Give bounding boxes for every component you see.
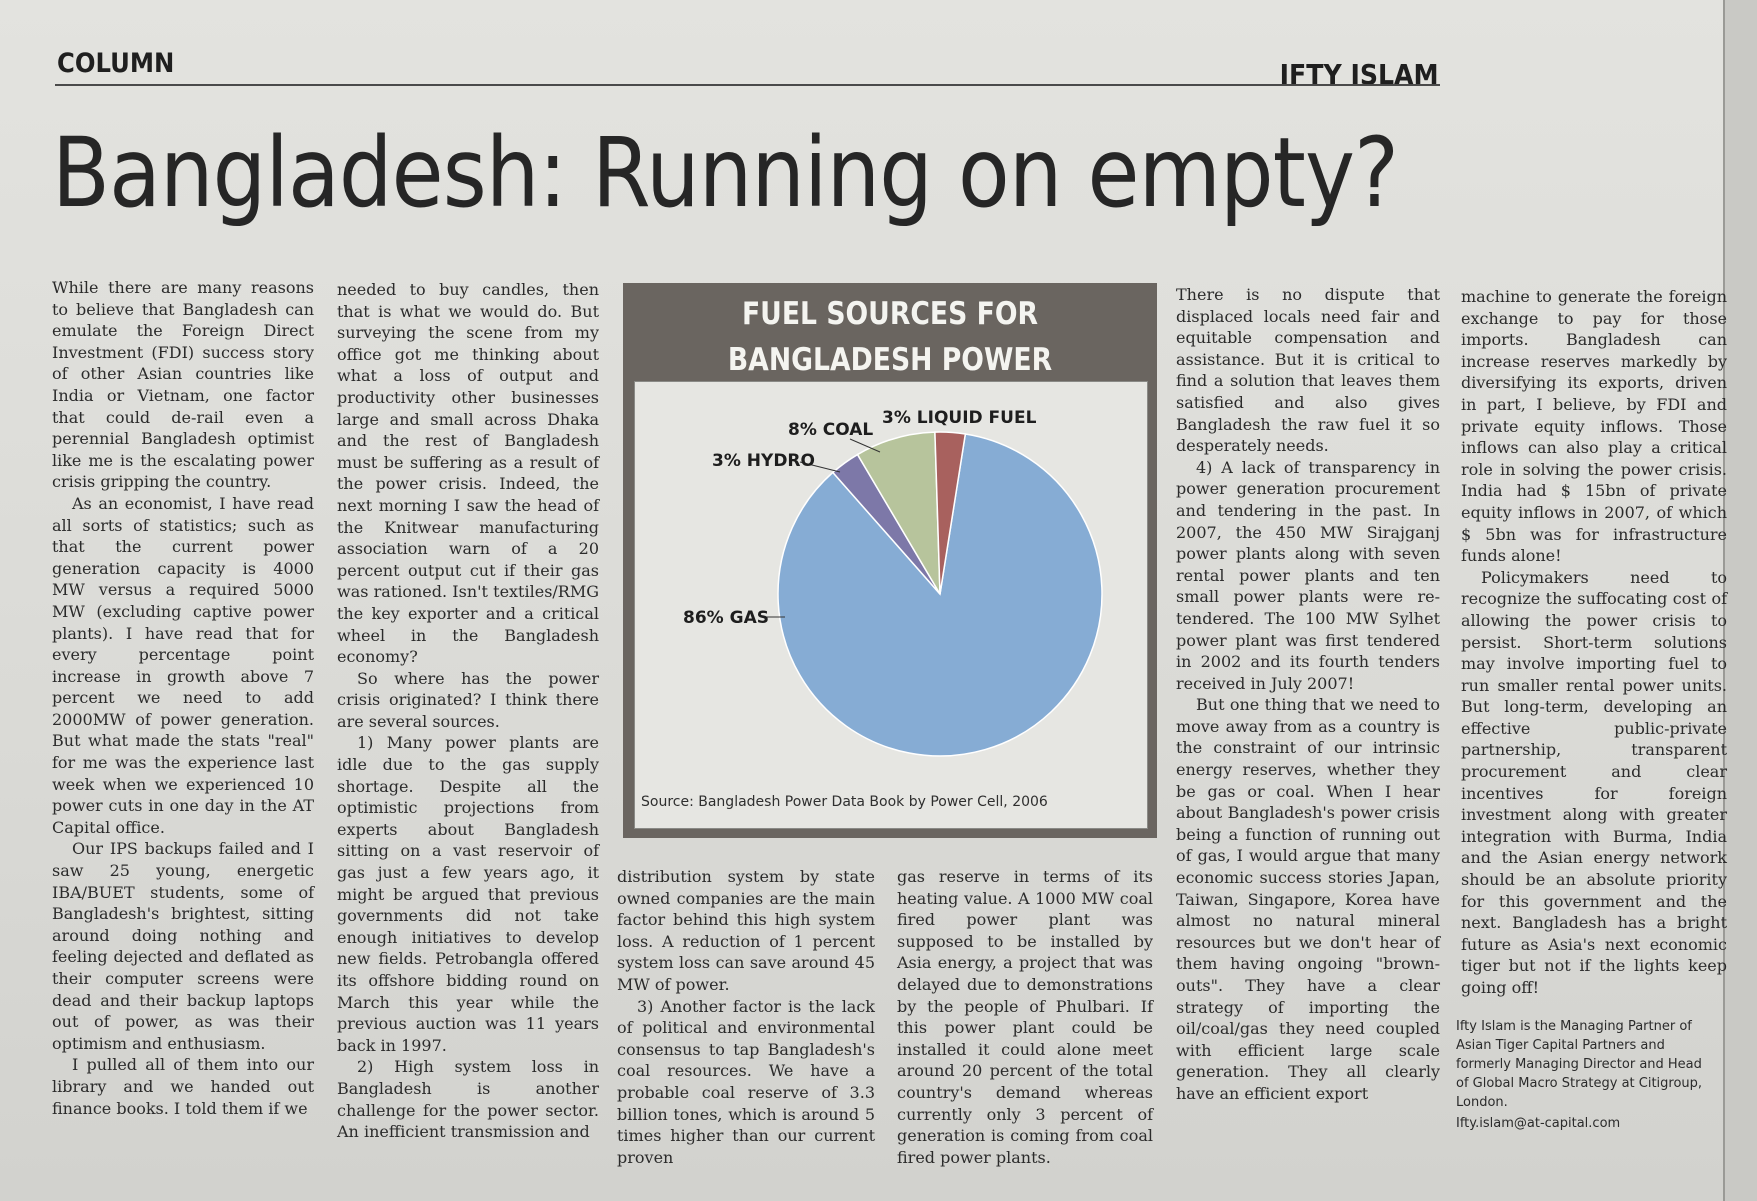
paragraph: 2) High system loss in Bangladesh is ano… — [337, 1057, 599, 1142]
pie-chart-figure: FUEL SOURCES FOR BANGLADESH POWER GENERA… — [623, 283, 1157, 838]
author-bio: Ifty Islam is the Managing Partner of As… — [1456, 1017, 1708, 1133]
slice-label-gas: 86% GAS — [683, 608, 769, 628]
author-bio-text: Ifty Islam is the Managing Partner of As… — [1456, 1019, 1703, 1110]
paragraph: 3) Another factor is the lack of politic… — [617, 996, 875, 1167]
article-column-2: needed to buy candles, then that is what… — [337, 279, 599, 1143]
paragraph: distribution system by state owned compa… — [617, 867, 875, 994]
author-name: IFTY ISLAM — [1280, 58, 1439, 91]
article-column-3: distribution system by state owned compa… — [617, 866, 875, 1168]
author-email: Ifty.islam@at-capital.com — [1456, 1116, 1621, 1131]
chart-source: Source: Bangladesh Power Data Book by Po… — [641, 794, 1048, 810]
slice-label-liquid-fuel: 3% LIQUID FUEL — [882, 408, 1037, 428]
pie-slice-liquid-fuel — [934, 431, 967, 595]
chart-plot-area: 86% GAS 3% HYDRO 8% COAL 3% LIQUID FUEL Sou… — [634, 381, 1148, 829]
section-label: COLUMN — [57, 48, 175, 79]
paragraph: 1) Many power plants are idle due to the… — [337, 733, 599, 1055]
paragraph: 4) A lack of transparency in power gener… — [1176, 457, 1440, 693]
adjacent-page-edge — [1723, 0, 1757, 1201]
paragraph: As an economist, I have read all sorts o… — [52, 493, 314, 837]
article-column-4: gas reserve in terms of its heating valu… — [897, 866, 1153, 1168]
header-rule — [55, 84, 1440, 86]
paragraph: Policymakers need to recognize the suffo… — [1461, 567, 1727, 997]
paragraph: So where has the power crisis originated… — [337, 668, 599, 731]
paragraph: gas reserve in terms of its heating valu… — [897, 867, 1153, 1167]
leader-line — [799, 461, 841, 473]
paragraph: needed to buy candles, then that is what… — [337, 280, 599, 667]
leader-line — [849, 438, 881, 453]
pie-slice-gas — [777, 433, 1103, 757]
paragraph: I pulled all of them into our library an… — [52, 1055, 314, 1118]
paragraph: But one thing that we need to move away … — [1176, 695, 1440, 1103]
paragraph: machine to generate the foreign exchange… — [1461, 287, 1727, 566]
slice-label-hydro: 3% HYDRO — [712, 451, 815, 471]
paragraph: Our IPS backups failed and I saw 25 youn… — [52, 839, 314, 1053]
paragraph: While there are many reasons to believe … — [52, 278, 314, 492]
chart-title-line-1: FUEL SOURCES FOR — [741, 296, 1039, 332]
headline: Bangladesh: Running on empty? — [52, 117, 1399, 229]
article-column-6: machine to generate the foreign exchange… — [1461, 286, 1727, 999]
article-column-5: There is no dispute that displaced local… — [1176, 284, 1440, 1105]
paragraph: There is no dispute that displaced local… — [1176, 285, 1440, 456]
article-column-1: While there are many reasons to believe … — [52, 277, 314, 1119]
slice-label-coal: 8% COAL — [788, 420, 873, 440]
pie-chart: 86% GAS 3% HYDRO 8% COAL 3% LIQUID FUEL — [683, 408, 1103, 757]
